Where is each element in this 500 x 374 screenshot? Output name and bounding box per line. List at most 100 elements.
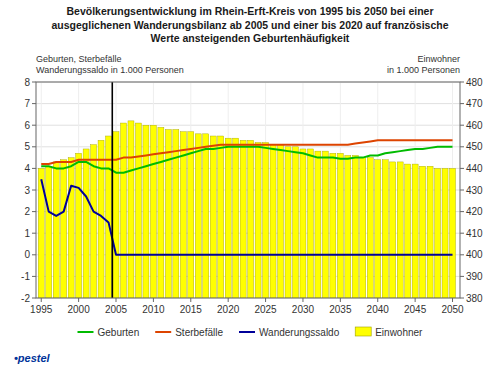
bar: [188, 132, 194, 298]
y2-tick-label: 450: [466, 141, 483, 152]
y2-tick-label: 380: [466, 293, 483, 304]
bar: [225, 138, 231, 298]
y-axis-label-line: Wanderungssaldo in 1.000 Personen: [36, 65, 184, 75]
y-tick: [32, 276, 36, 277]
legend-swatch: [155, 331, 171, 333]
bar: [68, 158, 74, 298]
legend-swatch: [78, 331, 94, 333]
legend: GeburtenSterbefälleWanderungssaldoEinwoh…: [78, 327, 424, 338]
annotation: •pestel: [14, 352, 51, 364]
bar: [450, 168, 456, 298]
y2-tick-label: 390: [466, 271, 483, 282]
bar: [420, 166, 426, 298]
bar: [255, 142, 261, 298]
bar: [53, 162, 59, 298]
legend-item: Sterbefälle: [155, 327, 223, 338]
bar: [128, 121, 134, 298]
bar: [367, 158, 373, 298]
bar: [352, 155, 358, 298]
y2-tick-label: 480: [466, 77, 483, 88]
y2-tick: [460, 125, 464, 126]
y-tick-label: 6: [24, 120, 30, 131]
y2-tick: [460, 190, 464, 191]
bar: [218, 136, 224, 298]
bar: [165, 130, 171, 298]
y2-tick: [460, 276, 464, 277]
y-tick: [32, 82, 36, 83]
y2-axis-label-line: in 1.000 Personen: [387, 65, 460, 75]
y2-tick: [460, 82, 464, 83]
bar: [61, 160, 67, 298]
line: [41, 179, 452, 255]
y2-tick: [460, 254, 464, 255]
grid: [36, 82, 460, 298]
bar: [375, 160, 381, 298]
y-tick: [32, 146, 36, 147]
x-tick: [41, 298, 42, 302]
y-tick-label: -2: [21, 293, 30, 304]
legend-label: Einwohner: [375, 327, 423, 338]
legend-swatch: [355, 327, 371, 336]
y-tick-label: 1: [24, 228, 30, 239]
x-tick: [190, 298, 191, 302]
y-tick: [32, 298, 36, 299]
bar: [397, 162, 403, 298]
plot-area: [38, 82, 455, 298]
x-tick-label: 2015: [180, 304, 203, 315]
bar: [76, 153, 82, 298]
y-axis-label-line: Geburten, Sterbefälle: [36, 54, 122, 64]
x-tick-label: 2020: [217, 304, 240, 315]
bar: [150, 125, 156, 298]
title-line: Bevölkerungsentwicklung im Rhein-Erft-Kr…: [66, 5, 433, 17]
y2-tick: [460, 146, 464, 147]
y2-tick-label: 430: [466, 185, 483, 196]
bar: [98, 140, 104, 298]
legend-item: Einwohner: [355, 327, 423, 338]
legend-item: Geburten: [78, 327, 140, 338]
y2-tick-label: 410: [466, 228, 483, 239]
bar: [270, 145, 276, 298]
x-tick: [452, 298, 453, 302]
y2-tick-label: 460: [466, 120, 483, 131]
y2-tick-label: 400: [466, 249, 483, 260]
bar: [173, 130, 179, 298]
x-tick-label: 2005: [105, 304, 128, 315]
bar: [113, 132, 119, 298]
bar: [427, 166, 433, 298]
y-tick-label: 7: [24, 98, 30, 109]
y-tick-label: -1: [21, 271, 30, 282]
y-tick: [32, 254, 36, 255]
y-axis-label: Geburten, SterbefälleWanderungssaldo in …: [36, 54, 184, 75]
line: [41, 140, 452, 164]
bar: [307, 149, 313, 298]
bar: [83, 149, 89, 298]
y-tick-label: 4: [24, 163, 30, 174]
bar: [195, 134, 201, 298]
bar: [233, 138, 239, 298]
y-grid-line: [36, 125, 460, 126]
x-tick-label: 2035: [329, 304, 352, 315]
bar: [405, 164, 411, 298]
y2-axis-label-line: Einwohner: [417, 54, 460, 64]
y2-tick: [460, 233, 464, 234]
bar: [435, 168, 441, 298]
legend-swatch: [239, 331, 255, 333]
axes: -2-1012345678380390400410420430440450460…: [21, 77, 483, 316]
bar: [390, 162, 396, 298]
y-tick: [32, 190, 36, 191]
bar: [300, 149, 306, 298]
y2-tick: [460, 103, 464, 104]
legend-label: Sterbefälle: [175, 327, 223, 338]
x-tick: [228, 298, 229, 302]
x-tick-label: 2050: [441, 304, 464, 315]
y-tick-label: 3: [24, 185, 30, 196]
title: Bevölkerungsentwicklung im Rhein-Erft-Kr…: [52, 5, 449, 44]
y-grid-line: [36, 103, 460, 104]
y2-tick: [460, 168, 464, 169]
x-tick-label: 1995: [30, 304, 53, 315]
bar: [322, 151, 328, 298]
plot-frame: [36, 82, 460, 298]
x-tick-label: 2040: [367, 304, 390, 315]
y-tick: [32, 103, 36, 104]
x-tick-label: 2000: [67, 304, 90, 315]
